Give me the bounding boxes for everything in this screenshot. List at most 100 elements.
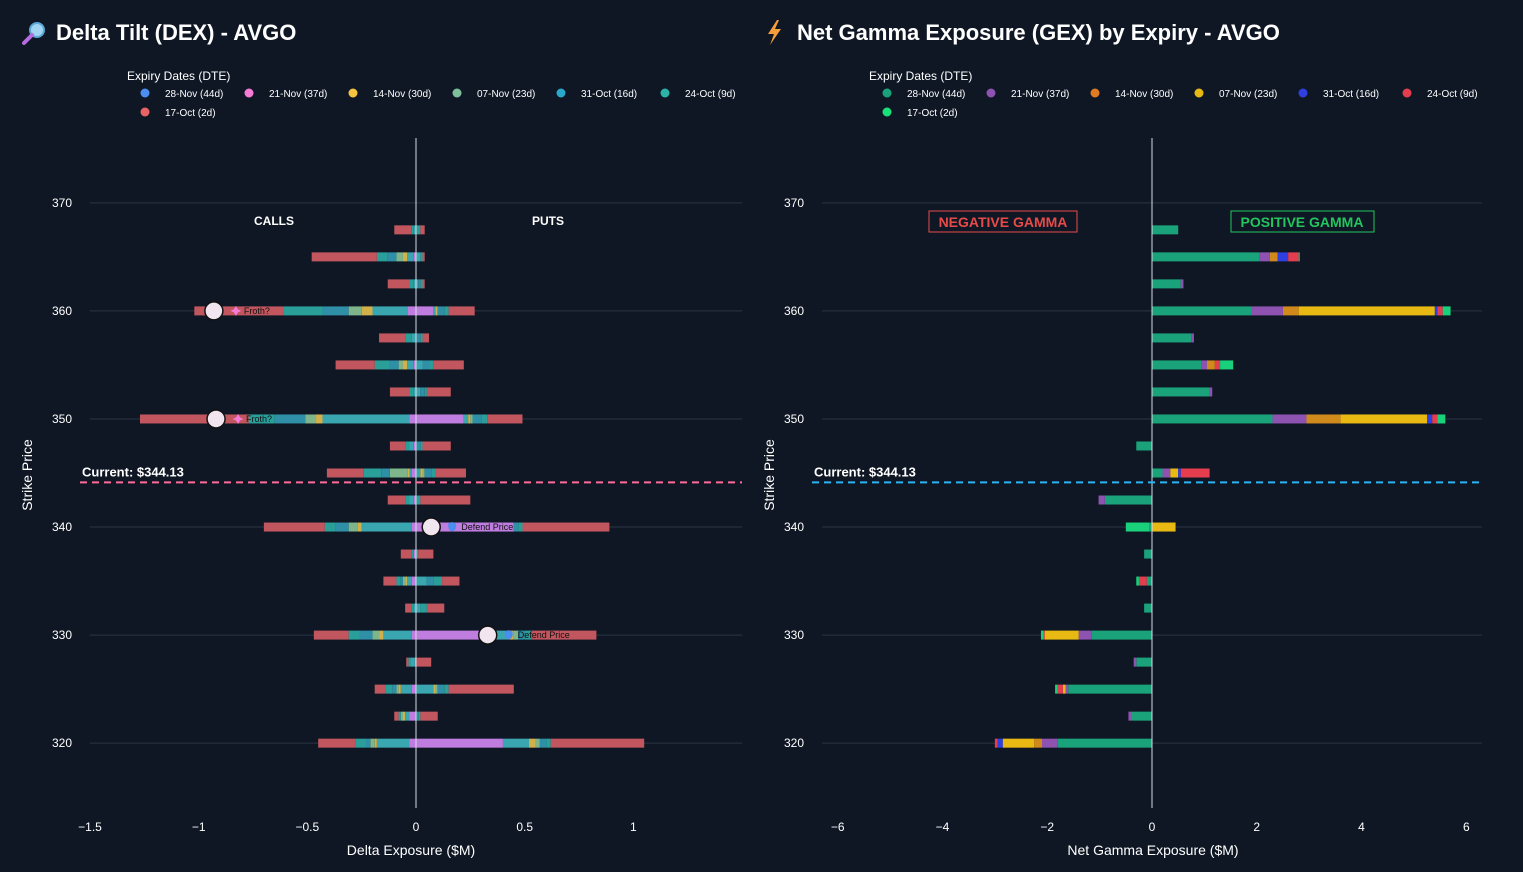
dex-bar-segment [405,495,410,505]
dex-bar-segment [426,576,434,586]
gex-bar-segment [1214,360,1221,370]
dex-bar-segment [416,522,514,532]
dex-bar-segment [496,630,510,640]
dex-bar-segment [355,738,367,748]
dex-bar-segment [389,441,406,451]
gex-legend-title: Expiry Dates (DTE) [869,69,972,83]
dex-y-tick-label: 340 [52,520,72,534]
dex-bar-segment [418,711,421,721]
dex-bar-segment [394,711,399,721]
gex-x-tick-label: −4 [936,820,950,834]
gex-bar-segment [1207,360,1215,370]
gex-legend-label: 31-Oct (16d) [1323,89,1379,100]
dex-bar-segment [426,387,451,397]
dex-bar-segment [396,576,401,586]
dex-bar-segment [487,414,523,424]
dex-bar-segment [381,468,390,478]
gex-bar-segment [1133,657,1137,667]
dex-bar-segment [392,684,397,694]
dex-bar-segment [274,414,306,424]
dex-bar-segment [416,468,421,478]
dex-bar-segment [357,522,362,532]
dex-bar-segment [409,387,414,397]
dex-bar-segment [407,576,412,586]
dex-bar-segment [407,360,414,370]
gex-legend-item[interactable]: 24-Oct (9d) [1402,88,1478,101]
dex-legend-label: 14-Nov (30d) [373,89,431,100]
dex-y-tick-label: 320 [52,736,72,750]
gex-legend[interactable]: Expiry Dates (DTE) 28-Nov (44d) 21-Nov (3… [869,69,1478,119]
gex-bar-segment [1136,657,1152,667]
gex-bar-segment [1152,333,1192,343]
dex-x-tick-label: 1 [630,820,637,834]
dex-legend-item[interactable]: 28-Nov (44d) [140,88,224,101]
gex-bar-segment [1034,738,1042,748]
gex-legend-marker [1194,88,1204,98]
gex-bar-segment [1259,252,1270,262]
gex-legend-item[interactable]: 31-Oct (16d) [1298,88,1380,101]
gex-legend-item[interactable]: 07-Nov (23d) [1194,88,1278,101]
dex-legend-item[interactable]: 14-Nov (30d) [348,88,432,101]
dex-legend-marker [556,88,566,98]
dex-bar-segment [524,630,532,640]
gex-bar-segment [1104,495,1152,505]
gex-legend-item[interactable]: 17-Oct (2d) [882,107,958,120]
gex-legend-item[interactable]: 21-Nov (37d) [986,88,1070,101]
gex-bar-segment [1040,630,1044,640]
dex-bar-segment [413,441,416,451]
dex-bar-segment [418,549,434,559]
dex-bar-segment [379,630,384,640]
gex-legend-item[interactable]: 28-Nov (44d) [882,88,966,101]
dex-bar-segment [407,468,410,478]
gex-bar-segment [1152,522,1176,532]
dex-bar-segment [429,360,434,370]
positive-gamma-label: POSITIVE GAMMA [1241,214,1364,230]
dex-bar-segment [411,630,416,640]
dex-bar-segment [470,414,473,424]
gex-bar-segment [994,738,998,748]
dex-legend-item[interactable]: 07-Nov (23d) [452,88,536,101]
annotation-label: Froth? [246,414,272,424]
dex-legend-item[interactable]: 24-Oct (9d) [660,88,736,101]
gex-bar-segment [1178,468,1181,478]
dex-bar-segment [361,522,412,532]
dex-bar-segment [411,333,416,343]
dex-legend[interactable]: Expiry Dates (DTE) 28-Nov (44d) 21-Nov (3… [127,69,736,119]
gex-bar-segment [1170,468,1179,478]
gex-bar-segment [1144,549,1152,559]
dex-bar-segment [396,684,399,694]
sparkle-icon [232,413,244,424]
dex-bar-segment [405,441,410,451]
dex-legend-label: 17-Oct (2d) [165,108,216,119]
dex-bar-segment [402,576,406,586]
dex-x-tick-label: −1 [192,820,206,834]
gex-bar-segment [1152,252,1260,262]
gex-bar-segment [1098,495,1105,505]
dex-x-tick-label: −0.5 [295,820,319,834]
gex-x-tick-label: 4 [1358,820,1365,834]
dex-bar-segment [248,414,275,424]
dex-bar-segment [363,468,382,478]
gex-x-tick-label: 6 [1463,820,1470,834]
annotation-label: Defend Price [461,522,513,532]
dex-legend-item[interactable]: 21-Nov (37d) [244,88,328,101]
dex-bar-segment [402,252,408,262]
gex-legend-marker [1090,88,1100,98]
dex-legend-item[interactable]: 17-Oct (2d) [140,107,216,120]
dex-bar-segment [400,549,412,559]
gex-bar-segment [1131,711,1152,721]
dex-title: Delta Tilt (DEX) - AVGO [56,20,296,45]
gex-y-tick-label: 320 [784,736,804,750]
gex-legend-item[interactable]: 14-Nov (30d) [1090,88,1174,101]
gex-legend-marker [882,107,892,117]
dex-bar-segment [448,306,475,316]
gex-bar-segment [1144,603,1152,613]
dex-bar-segment [413,549,416,559]
gex-bar-segment [1057,684,1063,694]
dex-bar-segment [409,711,416,721]
dex-legend-item[interactable]: 31-Oct (16d) [556,88,638,101]
gex-bar-segment [1437,306,1443,316]
dex-bar-segment [431,468,436,478]
dex-bar-segment [283,306,323,316]
gex-bar-segment [1340,414,1427,424]
